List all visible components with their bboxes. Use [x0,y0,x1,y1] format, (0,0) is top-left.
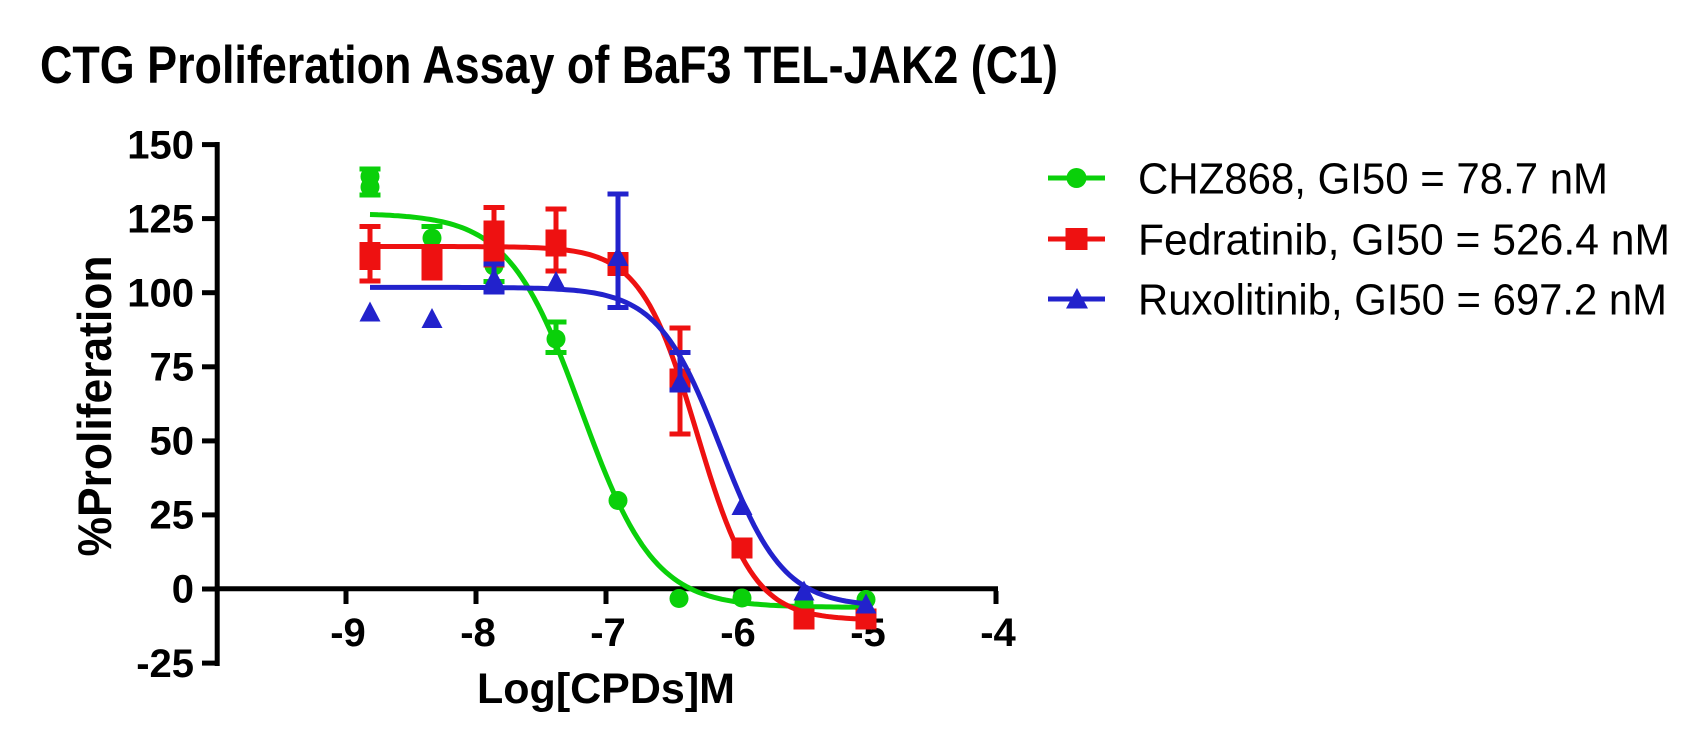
svg-text:Fedratinib, GI50 = 526.4 nM: Fedratinib, GI50 = 526.4 nM [1138,217,1670,265]
svg-text:-25: -25 [136,642,194,686]
svg-text:75: 75 [150,346,195,390]
svg-text:-4: -4 [980,611,1016,655]
svg-text:-6: -6 [720,611,756,655]
svg-text:125: 125 [127,197,194,241]
svg-text:-9: -9 [330,611,366,655]
svg-text:150: 150 [127,123,194,167]
svg-text:CHZ868, GI50 = 78.7 nM: CHZ868, GI50 = 78.7 nM [1138,156,1608,204]
svg-text:25: 25 [150,494,195,538]
svg-text:-7: -7 [590,611,626,655]
svg-text:50: 50 [150,420,195,464]
svg-text:0: 0 [172,568,194,612]
svg-text:CTG Proliferation Assay of BaF: CTG Proliferation Assay of BaF3 TEL-JAK2… [40,36,1058,95]
svg-text:Log[CPDs]M: Log[CPDs]M [477,665,735,713]
svg-text:-8: -8 [460,611,496,655]
svg-text:%Proliferation: %Proliferation [68,256,121,557]
svg-text:100: 100 [127,271,194,315]
svg-text:Ruxolitinib, GI50 = 697.2 nM: Ruxolitinib, GI50 = 697.2 nM [1138,277,1667,325]
